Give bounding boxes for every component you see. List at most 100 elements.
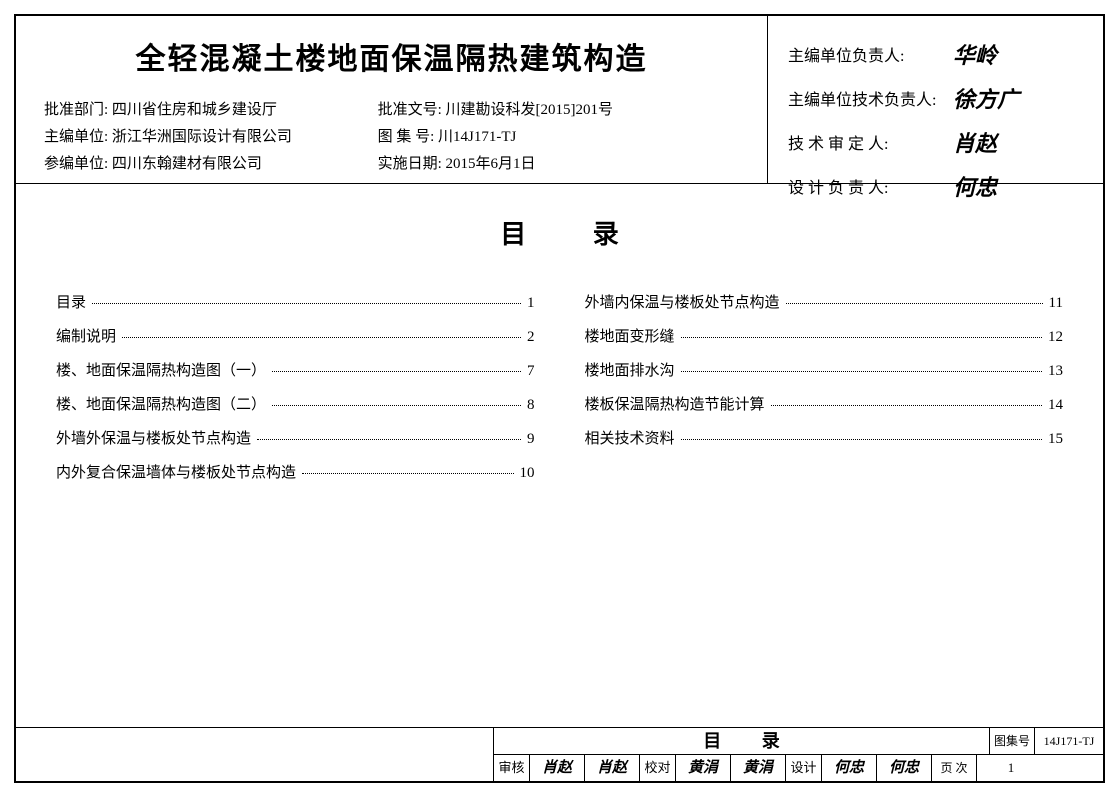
info-value: 2015年6月1日 [446,156,536,172]
info-value: 四川省住房和城乡建设厅 [112,102,277,118]
footer-page-label: 页 次 [932,755,977,781]
toc-left-column: 目录 1 编制说明 2 楼、地面保温隔热构造图（一） 7 楼、地面保温隔热构造图（二）… [56,291,535,495]
approval-signature: 肖赵 [585,755,640,781]
info-left-0: 批准部门: 四川省住房和城乡建设厅 [44,98,378,119]
header-right-block: 主编单位负责人: 华岭 主编单位技术负责人: 徐方广 技 术 审 定 人: 肖赵… [768,16,1103,183]
toc-page: 8 [527,393,535,417]
info-label: 图 集 号: [378,129,438,145]
toc-text: 相关技术资料 [585,427,675,451]
toc-page: 2 [527,325,535,349]
approval-signature: 何忠 [822,755,877,781]
footer-right-block: 目 录 图集号 14J171-TJ 审核 肖赵 肖赵 校对 黄涓 黄涓 设计 何… [493,728,1103,781]
toc-text: 编制说明 [56,325,116,349]
approval-signature: 何忠 [877,755,932,781]
footer-left-empty [16,728,493,781]
document-frame: 全轻混凝土楼地面保温隔热建筑构造 批准部门: 四川省住房和城乡建设厅 批准文号:… [14,14,1105,783]
toc-page: 9 [527,427,535,451]
sig-value: 肖赵 [953,126,997,158]
toc-entry: 楼地面排水沟 13 [585,359,1064,383]
info-label: 参编单位: [44,156,112,172]
approval-signature: 黄涓 [731,755,786,781]
info-value: 四川东翰建材有限公司 [112,156,262,172]
info-row-1: 主编单位: 浙江华洲国际设计有限公司 图 集 号: 川14J171-TJ [44,125,739,146]
approval-label: 校对 [640,755,676,781]
toc-page: 15 [1048,427,1063,451]
sig-value: 华岭 [953,38,997,70]
info-right-1: 图 集 号: 川14J171-TJ [378,125,739,146]
toc-entry: 编制说明 2 [56,325,535,349]
main-title: 全轻混凝土楼地面保温隔热建筑构造 [44,34,739,78]
toc-entry: 楼地面变形缝 12 [585,325,1064,349]
footer-section: 目 录 图集号 14J171-TJ 审核 肖赵 肖赵 校对 黄涓 黄涓 设计 何… [16,727,1103,781]
toc-entry: 楼、地面保温隔热构造图（二） 8 [56,393,535,417]
toc-page: 1 [527,291,535,315]
toc-entry: 内外复合保温墙体与楼板处节点构造 10 [56,461,535,485]
info-value: 川建勘设科发[2015]201号 [446,102,614,118]
toc-leader [302,473,513,474]
signature-row-1: 主编单位技术负责人: 徐方广 [788,82,1083,114]
toc-leader [771,405,1042,406]
toc-text: 楼、地面保温隔热构造图（一） [56,359,266,383]
toc-entry: 目录 1 [56,291,535,315]
sig-label: 主编单位负责人: [788,42,953,66]
toc-page: 13 [1048,359,1063,383]
toc-entry: 相关技术资料 15 [585,427,1064,451]
header-left-block: 全轻混凝土楼地面保温隔热建筑构造 批准部门: 四川省住房和城乡建设厅 批准文号:… [16,16,768,183]
toc-text: 楼地面排水沟 [585,359,675,383]
footer-page-value: 1 [977,755,1045,781]
approval-label: 审核 [494,755,530,781]
toc-leader [272,405,521,406]
info-value: 川14J171-TJ [438,129,516,145]
toc-text: 外墙外保温与楼板处节点构造 [56,427,251,451]
info-label: 主编单位: [44,129,112,145]
approval-label: 设计 [786,755,822,781]
signature-row-0: 主编单位负责人: 华岭 [788,38,1083,70]
toc-page: 14 [1048,393,1063,417]
info-label: 批准文号: [378,102,446,118]
header-section: 全轻混凝土楼地面保温隔热建筑构造 批准部门: 四川省住房和城乡建设厅 批准文号:… [16,16,1103,184]
info-label: 批准部门: [44,102,112,118]
toc-right-column: 外墙内保温与楼板处节点构造 11 楼地面变形缝 12 楼地面排水沟 13 楼板保温隔热… [585,291,1064,495]
footer-code-value: 14J171-TJ [1035,728,1103,754]
toc-text: 楼、地面保温隔热构造图（二） [56,393,266,417]
toc-leader [272,371,521,372]
toc-page: 7 [527,359,535,383]
footer-code-label: 图集号 [990,728,1035,754]
signature-row-2: 技 术 审 定 人: 肖赵 [788,126,1083,158]
info-left-1: 主编单位: 浙江华洲国际设计有限公司 [44,125,378,146]
info-value: 浙江华洲国际设计有限公司 [112,129,292,145]
toc-leader [681,337,1042,338]
toc-text: 楼板保温隔热构造节能计算 [585,393,765,417]
toc-page: 12 [1048,325,1063,349]
toc-columns: 目录 1 编制说明 2 楼、地面保温隔热构造图（一） 7 楼、地面保温隔热构造图（二）… [56,291,1063,495]
info-right-2: 实施日期: 2015年6月1日 [378,152,739,173]
sig-label: 技 术 审 定 人: [788,130,953,154]
toc-leader [681,371,1042,372]
toc-text: 外墙内保温与楼板处节点构造 [585,291,780,315]
toc-leader [92,303,521,304]
footer-approval-row: 审核 肖赵 肖赵 校对 黄涓 黄涓 设计 何忠 何忠 页 次 1 [493,754,1103,781]
toc-entry: 楼板保温隔热构造节能计算 14 [585,393,1064,417]
info-label: 实施日期: [378,156,446,172]
info-right-0: 批准文号: 川建勘设科发[2015]201号 [378,98,739,119]
info-row-0: 批准部门: 四川省住房和城乡建设厅 批准文号: 川建勘设科发[2015]201号 [44,98,739,119]
content-section: 目 录 目录 1 编制说明 2 楼、地面保温隔热构造图（一） 7 楼、地面保温隔热构造… [16,184,1103,727]
toc-entry: 外墙内保温与楼板处节点构造 11 [585,291,1064,315]
info-row-2: 参编单位: 四川东翰建材有限公司 实施日期: 2015年6月1日 [44,152,739,173]
toc-text: 目录 [56,291,86,315]
toc-leader [681,439,1042,440]
footer-title-row: 目 录 图集号 14J171-TJ [493,728,1103,754]
toc-title: 目 录 [56,214,1063,251]
toc-leader [786,303,1043,304]
toc-entry: 楼、地面保温隔热构造图（一） 7 [56,359,535,383]
toc-text: 内外复合保温墙体与楼板处节点构造 [56,461,296,485]
toc-page: 11 [1049,291,1063,315]
toc-page: 10 [520,461,535,485]
info-left-2: 参编单位: 四川东翰建材有限公司 [44,152,378,173]
toc-leader [122,337,521,338]
sig-value: 徐方广 [953,82,1019,114]
toc-entry: 外墙外保温与楼板处节点构造 9 [56,427,535,451]
toc-leader [257,439,521,440]
approval-signature: 黄涓 [676,755,731,781]
toc-text: 楼地面变形缝 [585,325,675,349]
